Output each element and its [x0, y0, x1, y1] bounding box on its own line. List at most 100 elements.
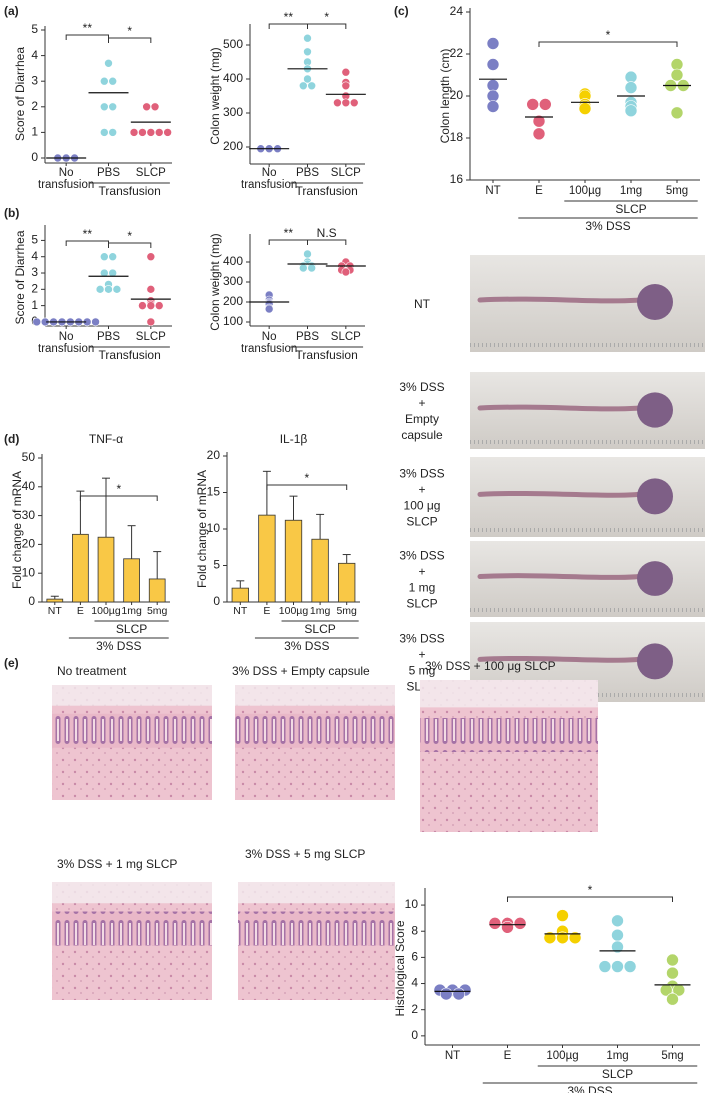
photo-label: 3% DSS — [399, 467, 444, 481]
data-point — [307, 263, 317, 273]
significance-bracket — [307, 239, 347, 245]
chart-title: IL-1β — [280, 432, 308, 446]
y-tick-label: 40 — [22, 479, 36, 493]
data-point — [532, 127, 546, 141]
x-tick-label-box: PBS — [296, 167, 319, 179]
data-point — [670, 68, 684, 82]
histology-lumen — [238, 882, 395, 904]
data-point — [611, 914, 624, 928]
photo-label: + — [418, 483, 425, 497]
significance-bracket — [108, 37, 152, 43]
histology-lumen — [52, 882, 212, 904]
x-tick-label-box: 1mg — [620, 185, 642, 197]
histology-lumen — [52, 685, 212, 706]
x-tick-label: SLCP — [135, 167, 166, 179]
panel-letter: (c) — [394, 4, 409, 18]
colon-tissue — [477, 573, 643, 580]
data-point — [341, 267, 351, 277]
x-tick-label-box: No transfusion — [38, 331, 94, 355]
y-tick-label: 4 — [31, 249, 38, 263]
data-point — [298, 263, 308, 273]
x-tick-label-box: 100µg — [278, 605, 309, 617]
x-tick-label: PBS — [295, 331, 319, 343]
y-tick-label: 10 — [22, 565, 36, 579]
colon-tissue — [477, 296, 643, 304]
histology-crypts — [52, 911, 212, 946]
y-axis-label: Fold change of mRNA — [195, 470, 209, 588]
x-tick-label-box: SLCP — [136, 331, 166, 343]
y-tick-label: 5 — [31, 22, 38, 36]
data-point — [100, 102, 109, 112]
group-label: SLCP — [116, 622, 147, 636]
y-tick-label: 10 — [207, 521, 221, 535]
x-tick-label: 1mg — [606, 1050, 629, 1062]
data-point — [95, 285, 105, 294]
x-tick-label: 100µg — [278, 605, 309, 617]
data-point — [556, 931, 569, 945]
data-point — [611, 928, 624, 942]
data-point — [538, 98, 552, 111]
data-point — [578, 102, 592, 115]
bar — [284, 519, 303, 603]
photo-label: 100 μg — [404, 499, 441, 513]
photo-label: Empty — [405, 412, 439, 426]
x-tick-label-box: 100µg — [91, 605, 120, 617]
group-label: Transfusion — [296, 184, 358, 198]
x-tick-label-box: SLCP — [331, 167, 361, 179]
y-tick-label: 15 — [207, 485, 221, 499]
y-tick-label: 0 — [411, 1028, 418, 1042]
x-tick-label-box: NT — [233, 605, 247, 617]
y-tick-label: 5 — [31, 233, 38, 247]
y-tick-label: 300 — [223, 274, 243, 288]
x-tick-label-box: SLCP — [135, 167, 166, 179]
cecum — [637, 284, 673, 320]
data-point — [341, 67, 351, 77]
data-point — [666, 966, 679, 980]
data-point — [623, 960, 637, 973]
photo-label: NT — [414, 297, 431, 311]
photo-label: + — [418, 396, 425, 410]
histology-lumen — [235, 685, 395, 706]
cecum — [637, 561, 673, 596]
data-point — [146, 301, 156, 310]
cecum — [637, 478, 673, 515]
histology-caption: 3% DSS + Empty capsule — [232, 664, 370, 678]
significance-label: ** — [284, 226, 294, 240]
histology-caption: 3% DSS + 5 mg SLCP — [245, 847, 365, 861]
y-tick-label: 3 — [31, 73, 38, 87]
histology-crypts — [52, 713, 212, 748]
data-point — [154, 301, 164, 310]
bar — [231, 587, 249, 603]
photo-label: 3% DSS — [399, 549, 444, 563]
data-point — [543, 931, 557, 945]
x-tick-label-box: 5mg — [666, 185, 688, 197]
significance-bracket — [65, 34, 109, 40]
x-tick-label-box: E — [77, 605, 84, 617]
data-point — [264, 304, 274, 314]
y-tick-label: 2 — [411, 1002, 418, 1016]
y-axis-label: Score of Diarrhea — [13, 230, 27, 324]
significance-bracket — [307, 23, 347, 29]
y-tick-label: 18 — [450, 130, 464, 144]
y-tick-label: 24 — [450, 4, 464, 18]
data-point — [142, 102, 151, 112]
x-tick-label: 1mg — [121, 605, 142, 617]
x-tick-label: NT — [47, 605, 62, 617]
y-tick-label: 1 — [31, 298, 38, 312]
group-label: Transfusion — [296, 348, 358, 362]
x-tick-label-box: 1mg — [310, 605, 330, 617]
photo-label: + — [418, 565, 425, 579]
y-tick-label: 4 — [31, 48, 38, 62]
data-point — [303, 33, 312, 43]
y-tick-label: 30 — [22, 508, 36, 522]
histology-lumen — [420, 680, 598, 708]
x-tick-label: No transfusion — [38, 167, 95, 191]
x-tick-label: 100µg — [568, 185, 602, 197]
group-label: 3% DSS — [567, 1084, 612, 1093]
data-point — [568, 931, 582, 945]
data-point — [108, 76, 117, 86]
y-axis-label: Score of Diarrhea — [13, 47, 27, 141]
significance-label: * — [116, 482, 121, 496]
data-point — [108, 268, 117, 278]
data-point — [659, 983, 673, 997]
